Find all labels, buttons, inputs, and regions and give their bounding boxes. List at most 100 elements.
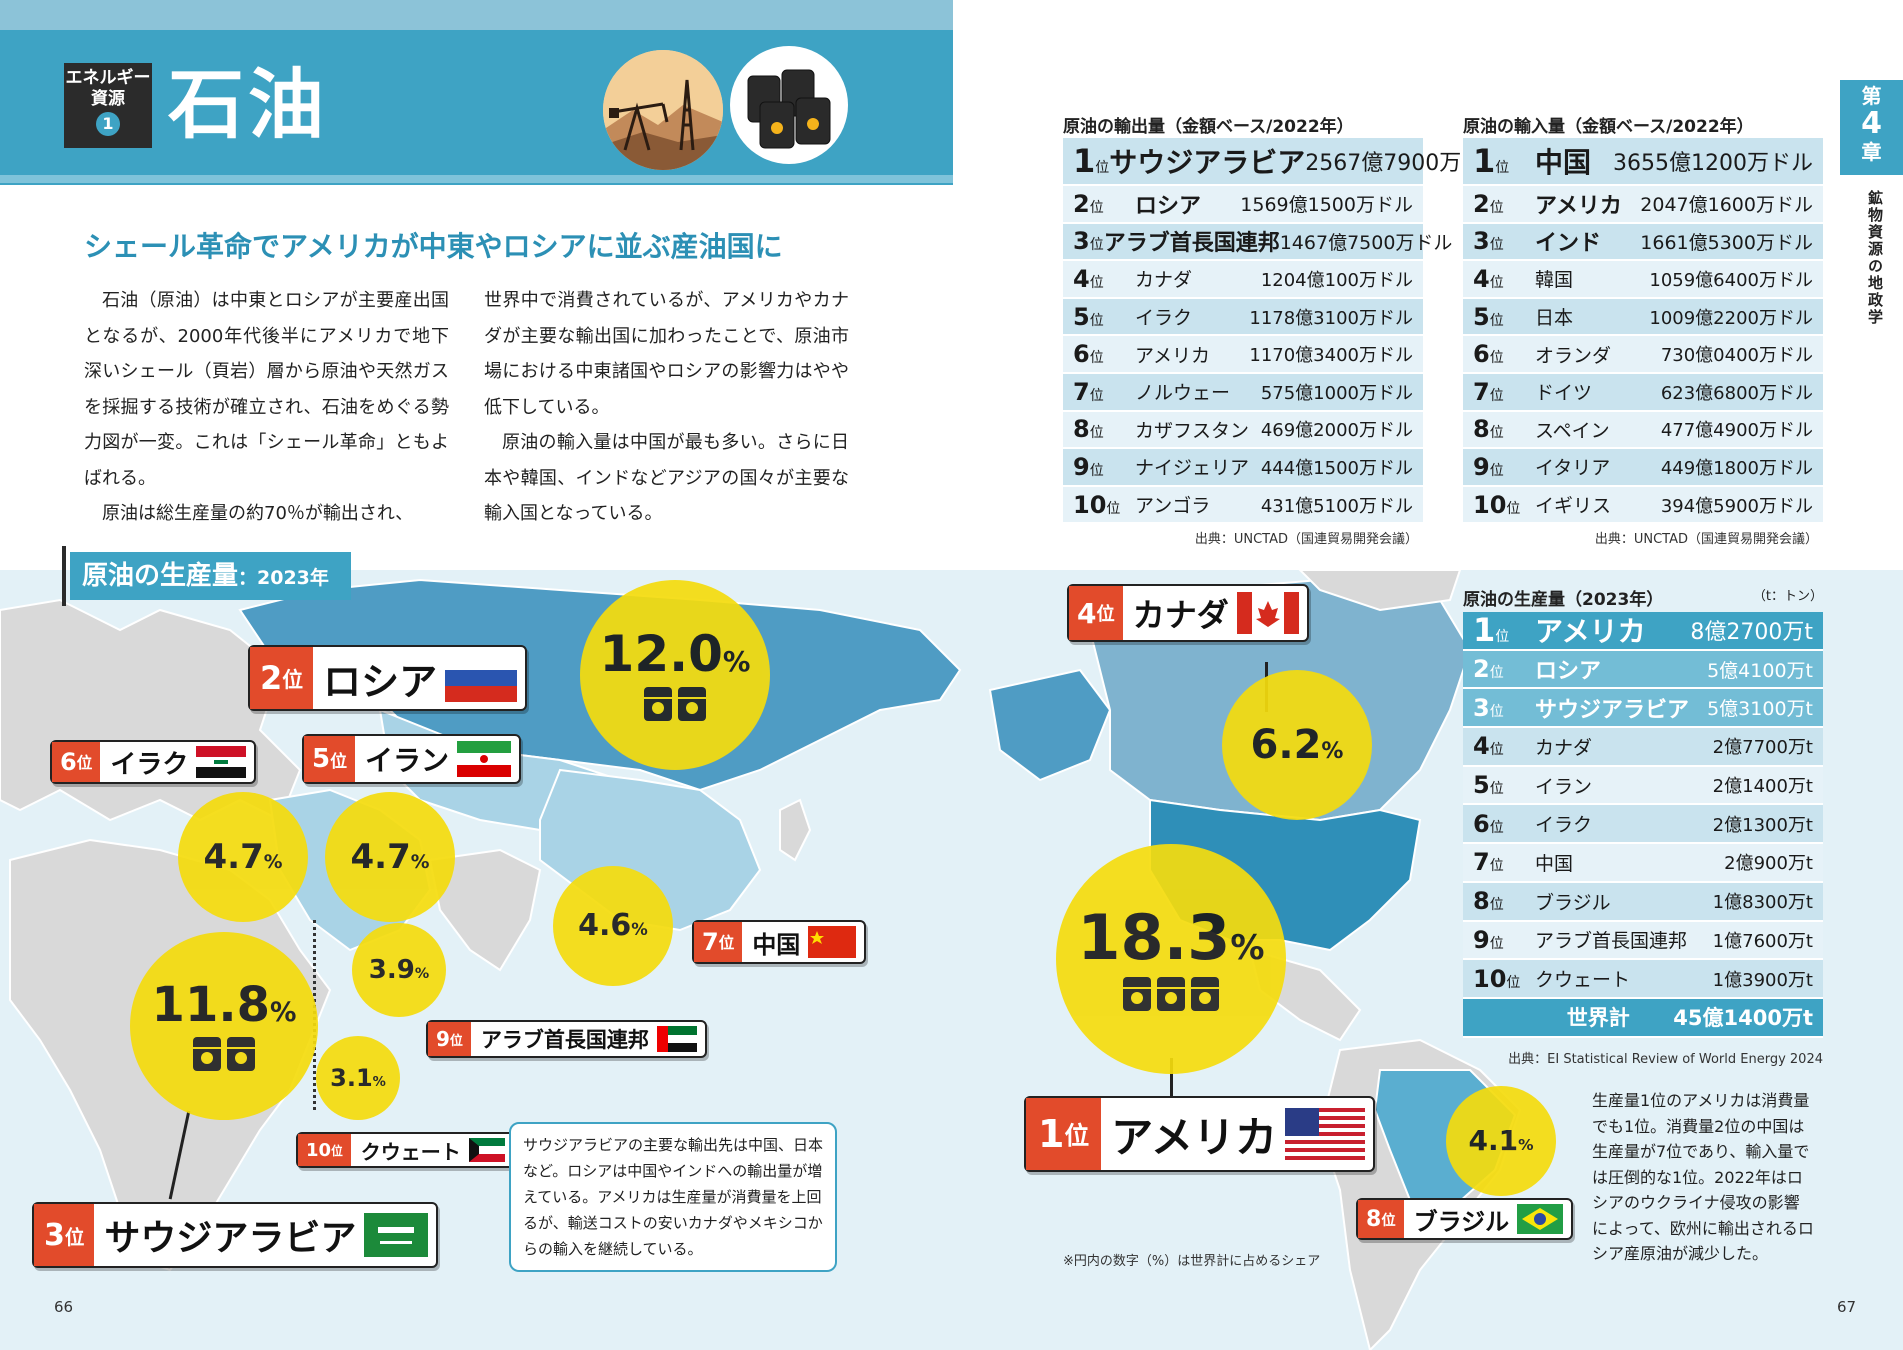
tag-saudi-name: サウジアラビア xyxy=(104,1218,357,1259)
table-row: 8位 スペイン 477億4900万ドル xyxy=(1463,411,1823,450)
total-value: 45億1400万t xyxy=(1673,1006,1813,1031)
tag-china-name: 中国 xyxy=(752,930,801,959)
tag-uae-rank: 9 xyxy=(436,1027,450,1051)
country-cell: 中国 xyxy=(1535,146,1592,179)
chapter-side-title: 鉱物資源の地政学 xyxy=(1866,190,1884,326)
value-cell: 2億1300万t xyxy=(1712,814,1813,836)
rank-unit: 位 xyxy=(1489,703,1504,720)
tag-iraq-unit: 位 xyxy=(76,754,93,772)
map-label-text: 原油の生産量 xyxy=(82,561,239,591)
rank-number: 9 xyxy=(1473,925,1490,954)
china-flag-icon xyxy=(808,922,864,962)
tag-kuwait: 10 位 クウェート xyxy=(296,1132,515,1168)
table-row: 7位 ドイツ 623億6800万ドル xyxy=(1463,373,1823,412)
rank-cell: 7位 xyxy=(1063,378,1135,406)
rank-cell: 3位 xyxy=(1063,227,1104,255)
tag-saudi-rank: 3 xyxy=(44,1217,65,1253)
tag-russia-unit: 位 xyxy=(282,668,304,692)
bubble-china-value: 4.6 xyxy=(578,908,632,943)
tag-kuwait-rank: 10 xyxy=(306,1139,332,1161)
rank-number: 6 xyxy=(1473,340,1490,369)
value-cell: 1204億100万ドル xyxy=(1260,269,1413,291)
table-row: 7位 中国 2億900万t xyxy=(1463,844,1823,883)
value-cell: 1569億1500万ドル xyxy=(1240,194,1413,217)
kuwait-flag-icon xyxy=(468,1134,513,1166)
table-row: 7位 ノルウェー 575億1000万ドル xyxy=(1063,373,1423,412)
production-unit-note: （t：トン） xyxy=(1752,589,1823,604)
rank-unit: 位 xyxy=(1489,742,1504,759)
country-cell: 韓国 xyxy=(1535,269,1574,292)
rank-unit: 位 xyxy=(1489,665,1504,682)
production-table-title-text: 原油の生産量（2023年） xyxy=(1463,590,1664,610)
rank-number: 10 xyxy=(1473,490,1507,519)
country-cell: イラク xyxy=(1535,814,1593,837)
value-cell: 1467億7500万ドル xyxy=(1279,231,1453,254)
rank-number: 5 xyxy=(1073,302,1090,331)
bubble-usa-value: 18.3 xyxy=(1077,901,1231,974)
rank-number: 2 xyxy=(1073,189,1090,218)
rank-number: 10 xyxy=(1073,490,1107,519)
rank-cell: 1位 xyxy=(1063,142,1109,180)
rank-cell: 7位 xyxy=(1463,848,1535,876)
rank-cell: 5位 xyxy=(1063,303,1135,331)
country-cell: アメリカ xyxy=(1135,344,1211,367)
south-asia-land xyxy=(428,848,542,972)
value-cell: 1億7600万t xyxy=(1712,930,1813,952)
value-cell: 449億1800万ドル xyxy=(1660,457,1813,479)
rank-number: 1 xyxy=(1473,611,1496,650)
rank-number: 4 xyxy=(1073,264,1090,293)
rank-unit: 位 xyxy=(1089,237,1104,254)
rank-unit: 位 xyxy=(1089,199,1104,216)
bubble-canada-sign: % xyxy=(1321,739,1344,764)
tag-china-rank: 7 xyxy=(702,928,719,956)
value-cell: 1170億3400万ドル xyxy=(1249,345,1413,367)
rank-cell: 5位 xyxy=(1463,303,1535,331)
table-row: 4位 カナダ 2億7700万t xyxy=(1463,728,1823,767)
rank-cell: 7位 xyxy=(1463,378,1535,406)
bubble-uae-value: 3.9 xyxy=(368,955,415,985)
rank-number: 9 xyxy=(1473,452,1490,481)
tag-canada-name: カナダ xyxy=(1132,596,1229,634)
value-cell: 1178億3100万ドル xyxy=(1249,307,1413,329)
country-cell: イラン xyxy=(1535,775,1593,798)
chapter-number: 4 xyxy=(1861,106,1882,141)
rank-cell: 10位 xyxy=(1463,491,1535,519)
rank-number: 8 xyxy=(1473,887,1490,916)
rank-unit: 位 xyxy=(1089,274,1104,291)
rank-number: 10 xyxy=(1473,964,1507,993)
table-row: 1位 中国 3655億1200万ドル xyxy=(1463,138,1823,186)
value-cell: 477億4900万ドル xyxy=(1660,420,1813,442)
table-row: 10位 アンゴラ 431億5100万ドル xyxy=(1063,486,1423,525)
rank-unit: 位 xyxy=(1506,974,1521,991)
export-table-title: 原油の輸出量（金額ベース/2022年） xyxy=(1063,117,1354,137)
bubble-russia-sign: % xyxy=(722,646,751,678)
rank-unit: 位 xyxy=(1489,237,1504,254)
tag-brazil-rank: 8 xyxy=(1366,1206,1382,1232)
rank-cell: 6位 xyxy=(1463,810,1535,838)
table-row: 2位 ロシア 5億4100万t xyxy=(1463,650,1823,690)
value-cell: 575億1000万ドル xyxy=(1260,382,1413,404)
rank-unit: 位 xyxy=(1089,312,1104,329)
rank-unit: 位 xyxy=(1489,350,1504,367)
table-row: 5位 イラン 2億1400万t xyxy=(1463,766,1823,806)
rank-number: 4 xyxy=(1473,264,1490,293)
barrels-icon xyxy=(1123,977,1219,1011)
country-cell: イタリア xyxy=(1535,457,1611,480)
rank-number: 8 xyxy=(1473,415,1490,444)
bubble-uae-sign: % xyxy=(414,966,430,982)
rank-number: 8 xyxy=(1073,415,1090,444)
tag-brazil-unit: 位 xyxy=(1381,1212,1396,1229)
table-row: 9位 ナイジェリア 444億1500万ドル xyxy=(1063,449,1423,487)
table-row: 8位 ブラジル 1億8300万t xyxy=(1463,882,1823,922)
bubble-iran-sign: % xyxy=(410,852,430,873)
rank-number: 2 xyxy=(1473,655,1490,684)
table-row: 1位 アメリカ 8億2700万t xyxy=(1463,611,1823,651)
value-cell: 1億8300万t xyxy=(1712,892,1813,914)
value-cell: 3655億1200万ドル xyxy=(1613,151,1813,176)
rank-number: 3 xyxy=(1073,227,1090,256)
map-footnote: ※円内の数字（%）は世界計に占めるシェア xyxy=(1063,1254,1321,1269)
tag-saudi-unit: 位 xyxy=(64,1225,85,1249)
